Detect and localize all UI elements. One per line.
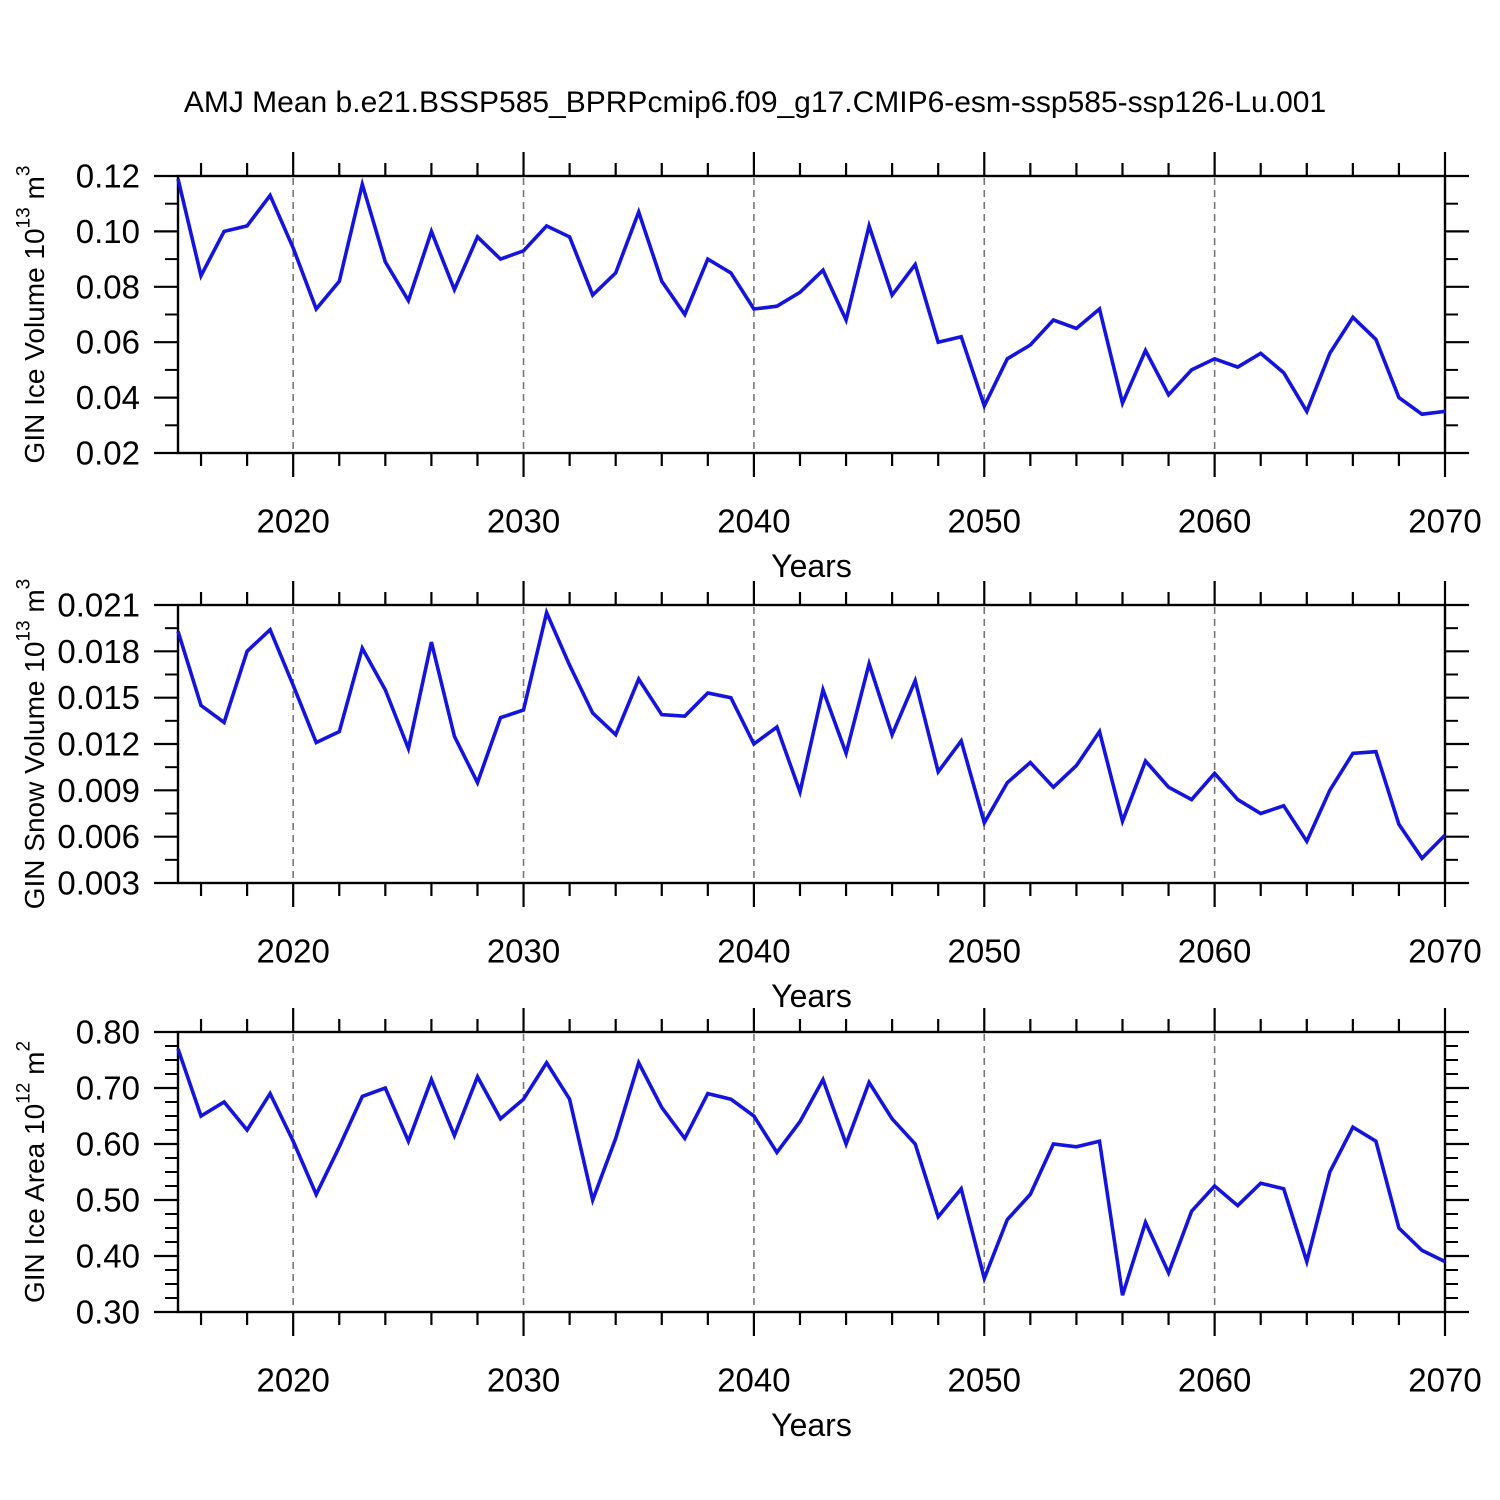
y-tick-label: 0.12 bbox=[76, 158, 140, 195]
plot-frame bbox=[176, 1030, 1447, 1314]
y-tick-label: 0.018 bbox=[57, 633, 140, 670]
x-axis-title: Years bbox=[771, 548, 852, 584]
figure-title: AMJ Mean b.e21.BSSP585_BPRPcmip6.f09_g17… bbox=[183, 86, 1327, 119]
y-tick-label: 0.40 bbox=[76, 1238, 140, 1275]
data-line-gin-ice-area bbox=[176, 1048, 1446, 1296]
chart-gin-ice-volume: 0.02 0.04 0.06 0.08 0.10 0.12 2020 2030 2040 2050… bbox=[13, 152, 1482, 584]
y-axis-title: GIN Ice Area 1012 m2 bbox=[13, 1041, 50, 1303]
y-tick-label: 0.50 bbox=[76, 1182, 140, 1219]
chart-gin-snow-volume: 0.003 0.006 0.009 0.012 0.015 0.018 0.021 2020 2… bbox=[13, 579, 1482, 1014]
x-tick-label: 2030 bbox=[487, 933, 560, 970]
x-tick-label: 2030 bbox=[487, 503, 560, 540]
x-tick-label: 2020 bbox=[256, 1362, 329, 1399]
y-tick-label: 0.003 bbox=[57, 865, 140, 902]
data-line-gin-snow-volume bbox=[176, 607, 1447, 862]
y-tick-label: 0.10 bbox=[76, 213, 140, 250]
x-axis-title: Years bbox=[771, 1407, 852, 1443]
x-tick-label: 2050 bbox=[948, 1362, 1021, 1399]
x-tick-label: 2040 bbox=[717, 933, 790, 970]
x-axis-title: Years bbox=[771, 978, 852, 1014]
x-tick-label: 2030 bbox=[487, 1362, 560, 1399]
x-tick-label: 2070 bbox=[1408, 503, 1481, 540]
chart-gin-ice-area: 0.30 0.40 0.50 0.60 0.70 0.80 2020 2030 2040 2050… bbox=[13, 1008, 1482, 1443]
y-tick-label: 0.021 bbox=[57, 587, 140, 624]
data-line-gin-ice-volume bbox=[176, 177, 1446, 417]
x-tick-label: 2040 bbox=[717, 503, 790, 540]
y-tick-label: 0.015 bbox=[57, 679, 140, 716]
x-tick-label: 2040 bbox=[717, 1362, 790, 1399]
y-tick-label: 0.012 bbox=[57, 726, 140, 763]
y-tick-label: 0.04 bbox=[76, 379, 140, 416]
y-tick-label: 0.006 bbox=[57, 818, 140, 855]
y-tick-label: 0.80 bbox=[76, 1014, 140, 1051]
y-tick-label: 0.02 bbox=[76, 435, 140, 472]
y-tick-label: 0.60 bbox=[76, 1126, 140, 1163]
y-tick-label: 0.08 bbox=[76, 268, 140, 305]
x-tick-label: 2070 bbox=[1408, 1362, 1481, 1399]
y-axis-title: GIN Snow Volume 1013 m3 bbox=[13, 579, 50, 910]
x-tick-label: 2020 bbox=[256, 933, 329, 970]
y-tick-label: 0.009 bbox=[57, 772, 140, 809]
y-tick-label: 0.06 bbox=[76, 324, 140, 361]
x-tick-label: 2060 bbox=[1178, 1362, 1251, 1399]
x-tick-label: 2050 bbox=[948, 933, 1021, 970]
x-tick-label: 2060 bbox=[1178, 503, 1251, 540]
y-axis-title: GIN Ice Volume 1013 m3 bbox=[13, 166, 50, 464]
y-tick-label: 0.70 bbox=[76, 1070, 140, 1107]
x-tick-label: 2060 bbox=[1178, 933, 1251, 970]
x-tick-label: 2020 bbox=[256, 503, 329, 540]
x-tick-label: 2050 bbox=[948, 503, 1021, 540]
y-tick-label: 0.30 bbox=[76, 1294, 140, 1331]
x-tick-label: 2070 bbox=[1408, 933, 1481, 970]
plot-frame bbox=[176, 174, 1447, 455]
